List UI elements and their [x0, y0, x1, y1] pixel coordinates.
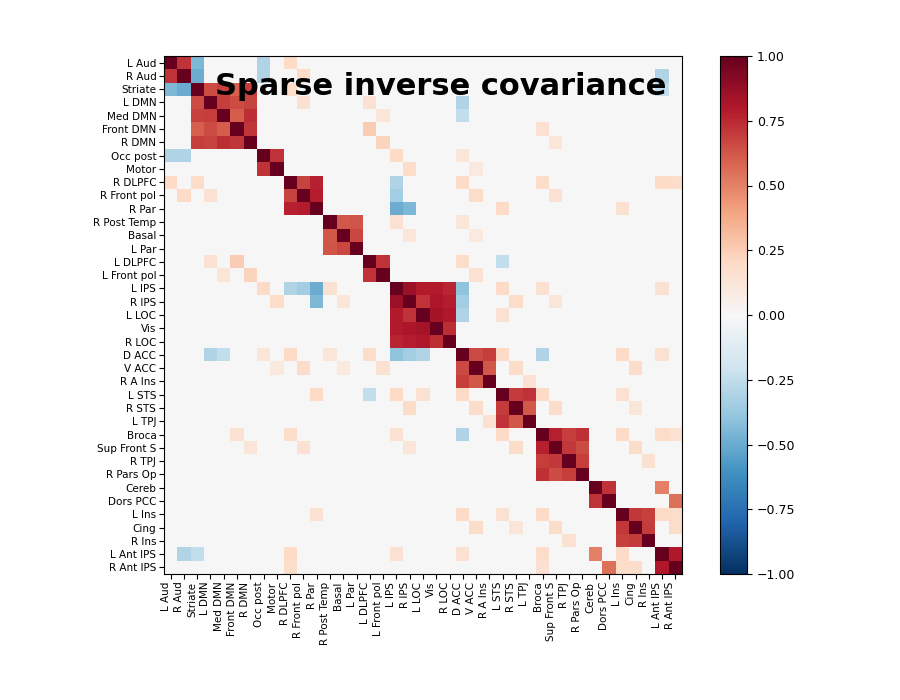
Text: Sparse inverse covariance: Sparse inverse covariance	[215, 71, 667, 101]
